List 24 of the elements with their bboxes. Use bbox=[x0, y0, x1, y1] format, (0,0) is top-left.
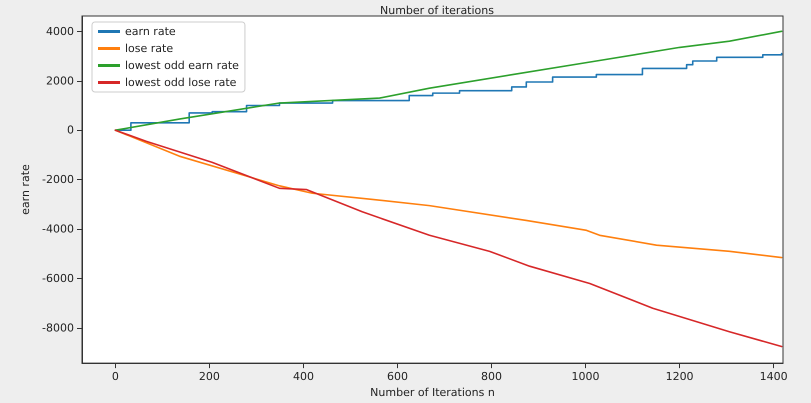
y-tick-label: -2000 bbox=[42, 173, 74, 186]
x-tick-label: 800 bbox=[481, 370, 502, 384]
x-tick-label: 600 bbox=[386, 370, 408, 384]
x-tick-label: 200 bbox=[198, 370, 220, 384]
y-tick-label: 4000 bbox=[46, 24, 74, 38]
x-axis-title: Number of Iterations n bbox=[370, 386, 495, 399]
legend-label: lowest odd earn rate bbox=[125, 59, 240, 72]
y-tick-label: 0 bbox=[67, 124, 74, 137]
x-tick-label: 1000 bbox=[572, 370, 600, 384]
x-tick-label: 400 bbox=[292, 370, 314, 384]
y-tick-label: 2000 bbox=[46, 74, 74, 88]
x-tick-label: 1200 bbox=[666, 370, 694, 384]
y-tick-label: -6000 bbox=[42, 272, 74, 286]
line-series bbox=[114, 129, 782, 348]
legend-label: earn rate bbox=[125, 25, 176, 38]
x-tick-label: 0 bbox=[112, 370, 119, 384]
y-axis-title: earn rate bbox=[19, 164, 32, 215]
chart-title: Number of iterations bbox=[380, 4, 494, 17]
y-tick-label: -4000 bbox=[42, 222, 74, 236]
legend-label: lose rate bbox=[125, 42, 174, 55]
legend-label: lowest odd lose rate bbox=[125, 76, 237, 89]
y-tick-label: -8000 bbox=[42, 321, 74, 334]
x-tick-label: 1400 bbox=[760, 370, 788, 384]
line-series bbox=[114, 129, 782, 258]
